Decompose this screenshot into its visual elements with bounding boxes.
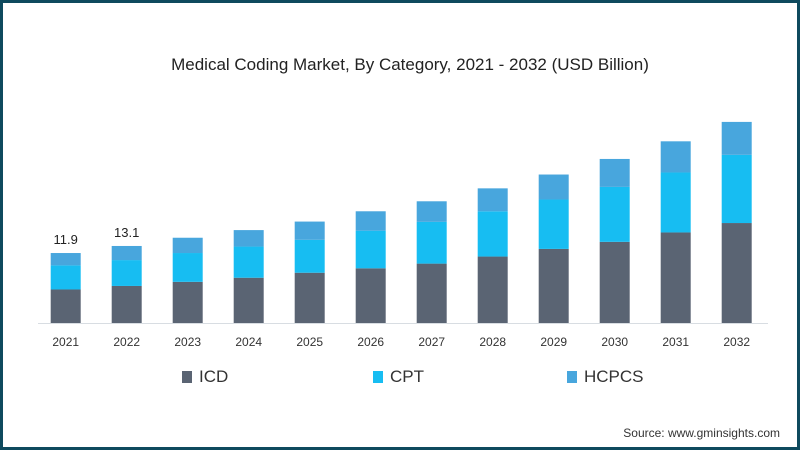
bar-cpt-2026 — [355, 230, 386, 269]
bar-cpt-2031 — [660, 172, 691, 233]
bar-hcpcs-2031 — [660, 141, 691, 173]
bar-icd-2022 — [111, 285, 142, 323]
bar-icd-2028 — [477, 256, 508, 323]
legend-item-cpt: CPT — [373, 367, 424, 387]
bar-hcpcs-2027 — [416, 201, 447, 222]
legend-label-icd: ICD — [199, 367, 229, 386]
bar-cpt-2024 — [233, 246, 264, 278]
bar-icd-2025 — [294, 272, 325, 323]
bar-hcpcs-2023 — [172, 237, 203, 254]
legend-label-cpt: CPT — [390, 367, 424, 386]
x-tick-label: 2031 — [662, 335, 689, 349]
x-tick-label: 2024 — [235, 335, 262, 349]
legend-item-hcpcs: HCPCS — [567, 367, 644, 387]
bar-cpt-2030 — [599, 186, 630, 242]
x-tick-label: 2029 — [540, 335, 567, 349]
bar-cpt-2032 — [721, 154, 752, 224]
bar-hcpcs-2030 — [599, 158, 630, 187]
bar-hcpcs-2028 — [477, 188, 508, 212]
legend-label-hcpcs: HCPCS — [584, 367, 644, 386]
bar-cpt-2029 — [538, 199, 569, 249]
legend-swatch-icd — [182, 371, 192, 383]
bar-cpt-2022 — [111, 260, 142, 286]
bar-icd-2031 — [660, 232, 691, 323]
bar-hcpcs-2025 — [294, 221, 325, 240]
bar-hcpcs-2024 — [233, 230, 264, 247]
bar-icd-2027 — [416, 263, 447, 323]
legend-swatch-hcpcs — [567, 371, 577, 383]
bar-hcpcs-2022 — [111, 245, 142, 261]
bar-icd-2032 — [721, 223, 752, 323]
bar-icd-2030 — [599, 241, 630, 323]
bar-hcpcs-2029 — [538, 174, 569, 200]
bar-hcpcs-2026 — [355, 211, 386, 231]
bar-icd-2026 — [355, 268, 386, 323]
x-tick-label: 2022 — [113, 335, 140, 349]
x-tick-label: 2030 — [601, 335, 628, 349]
bar-icd-2029 — [538, 248, 569, 323]
legend: ICD CPT HCPCS — [0, 367, 800, 389]
x-tick-label: 2032 — [723, 335, 750, 349]
bar-cpt-2025 — [294, 239, 325, 273]
bar-cpt-2027 — [416, 221, 447, 264]
data-label-total: 13.1 — [114, 225, 139, 240]
x-tick-label: 2021 — [52, 335, 79, 349]
chart-title: Medical Coding Market, By Category, 2021… — [171, 55, 649, 74]
bar-icd-2024 — [233, 277, 264, 323]
data-label-total: 11.9 — [54, 232, 78, 247]
legend-swatch-cpt — [373, 371, 383, 383]
bar-hcpcs-2021 — [50, 253, 81, 266]
x-tick-label: 2027 — [418, 335, 445, 349]
source-note: Source: www.gminsights.com — [623, 426, 780, 440]
x-tick-label: 2028 — [479, 335, 506, 349]
bar-cpt-2021 — [50, 265, 81, 290]
bar-hcpcs-2032 — [721, 121, 752, 155]
bar-icd-2021 — [50, 289, 81, 323]
legend-item-icd: ICD — [182, 367, 228, 387]
x-tick-label: 2026 — [357, 335, 384, 349]
bar-cpt-2023 — [172, 253, 203, 282]
bar-cpt-2028 — [477, 211, 508, 257]
bar-icd-2023 — [172, 281, 203, 323]
x-tick-label: 2025 — [296, 335, 323, 349]
x-tick-label: 2023 — [174, 335, 201, 349]
